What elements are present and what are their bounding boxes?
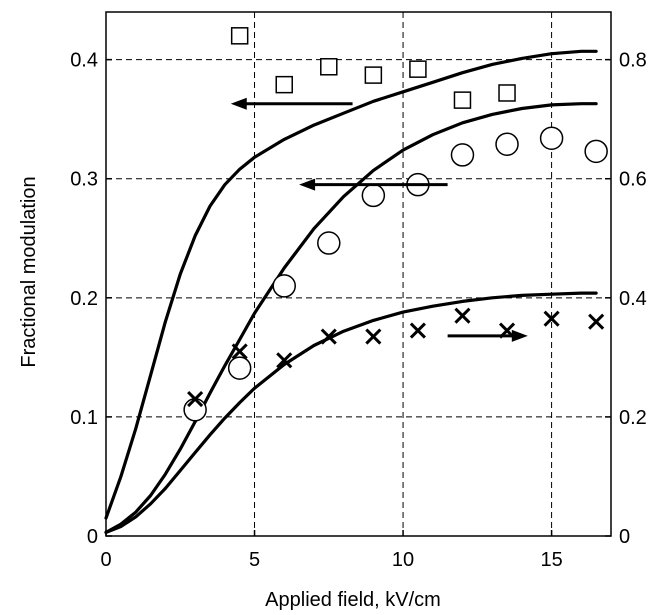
circle-marker	[272, 274, 296, 298]
x-tick-label: 0	[100, 549, 111, 571]
cross-marker	[231, 343, 248, 360]
model-curve-4	[104, 102, 598, 534]
x-tick-label: 5	[249, 549, 260, 571]
cross-marker	[187, 390, 204, 408]
y-tick-label: 0.4	[70, 50, 98, 72]
cross-marker	[365, 328, 382, 345]
square-marker	[364, 66, 383, 84]
model-curve-5	[104, 291, 598, 534]
square-marker	[453, 91, 472, 109]
circle-marker	[495, 132, 519, 156]
circle-marker	[361, 183, 386, 208]
circle-marker	[317, 231, 341, 255]
arrow-left	[230, 97, 353, 110]
ticks: 0 5 10 15 0 0.1 0.2 0.3 0.4 0 0.2 0.4 0.6 0.8	[70, 50, 647, 571]
y2-tick-label: 0	[619, 526, 630, 548]
y-tick-label: 0	[87, 526, 98, 548]
arrow-right	[447, 329, 528, 342]
circle-marker	[227, 356, 252, 380]
cross-marker	[409, 322, 426, 339]
square-marker	[498, 84, 516, 102]
square-marker	[275, 75, 293, 94]
square-marker	[230, 27, 249, 45]
y2-tick-label: 0.8	[619, 50, 647, 72]
x-tick-label: 10	[392, 549, 414, 571]
y2-tick-label: 0.6	[619, 169, 647, 191]
axis-indicator-arrows	[230, 97, 528, 342]
data-markers	[183, 27, 608, 422]
y-tick-label: 0.2	[70, 288, 98, 310]
model-curve-3	[104, 49, 598, 520]
cross-marker	[454, 307, 471, 324]
cross-marker	[320, 328, 337, 345]
model-curves	[104, 49, 598, 534]
y-axis-label: Fractional modulation	[18, 176, 40, 367]
square-marker	[409, 60, 427, 78]
cross-marker	[276, 352, 293, 369]
y2-tick-label: 0.2	[619, 407, 647, 429]
y2-tick-label: 0.4	[619, 288, 647, 310]
x-tick-label: 15	[540, 549, 562, 571]
arrow-left	[299, 178, 448, 191]
cross-marker	[543, 310, 560, 327]
y-tick-label: 0.3	[70, 169, 98, 191]
circle-marker	[584, 139, 608, 164]
cross-marker	[588, 313, 605, 330]
x-axis-label: Applied field, kV/cm	[265, 589, 441, 611]
y-tick-label: 0.1	[70, 407, 98, 429]
circle-marker	[539, 126, 564, 150]
plot-frame	[105, 11, 612, 537]
circle-marker	[183, 398, 207, 422]
square-marker	[320, 58, 338, 76]
circle-marker	[450, 143, 475, 167]
